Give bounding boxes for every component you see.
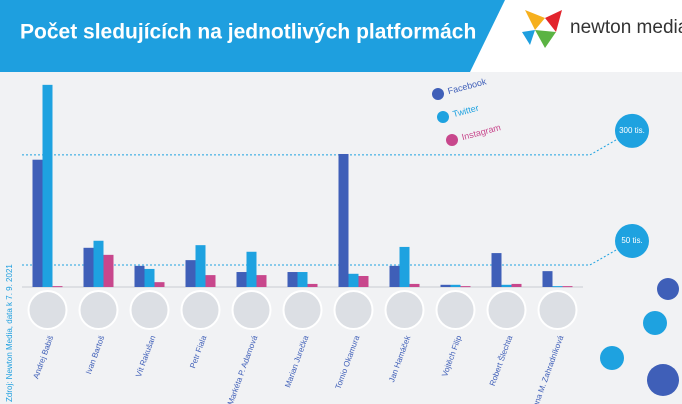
legend-icon <box>437 111 449 123</box>
bar <box>440 284 451 287</box>
bar <box>246 251 257 287</box>
bar <box>205 275 216 287</box>
bar <box>552 286 563 288</box>
legend-icon <box>432 88 444 100</box>
bar <box>42 84 53 287</box>
bar <box>236 272 247 287</box>
bar <box>348 273 359 287</box>
logo-shape <box>545 10 562 32</box>
chart-title: Počet sledujících na jednotlivých platfo… <box>20 21 476 44</box>
logo-shape <box>522 30 535 45</box>
bar <box>52 286 63 288</box>
bar <box>450 284 461 287</box>
photo <box>282 290 323 330</box>
bar <box>358 275 369 287</box>
logo-shape <box>535 30 556 48</box>
bar <box>399 246 410 287</box>
photo <box>537 290 578 330</box>
bar <box>338 153 349 287</box>
tick-bubble <box>615 113 649 148</box>
bar <box>256 275 267 287</box>
bar <box>195 245 206 287</box>
title-band <box>0 0 505 72</box>
bar <box>287 272 298 287</box>
bar <box>491 253 502 287</box>
source: Zdroj: Newton Media, data k 7. 9. 2021 <box>5 264 14 402</box>
bar <box>83 247 94 287</box>
icon <box>643 311 667 335</box>
photo <box>180 290 221 330</box>
bar <box>134 265 145 287</box>
photo <box>231 290 272 330</box>
photo <box>129 290 170 330</box>
logo-shape <box>525 10 545 30</box>
bar <box>409 283 420 287</box>
bar <box>460 286 471 288</box>
tick-bubble <box>615 223 649 258</box>
reference-line <box>22 248 619 266</box>
icon <box>647 364 679 396</box>
deco-icons <box>600 278 679 396</box>
bar <box>185 260 196 287</box>
legend-icon <box>446 134 458 146</box>
bar <box>32 159 43 287</box>
photo <box>384 290 425 330</box>
bar <box>511 283 522 287</box>
bar <box>297 272 308 287</box>
bar <box>389 265 400 287</box>
photo <box>486 290 527 330</box>
icon <box>657 278 679 300</box>
logo <box>522 10 562 48</box>
y-tick-label: 50 tis. <box>621 236 642 245</box>
brand: newton media <box>570 17 682 38</box>
photo <box>27 290 68 330</box>
photo <box>435 290 476 330</box>
bar <box>144 268 155 287</box>
reference-line <box>22 138 619 156</box>
bar <box>93 240 104 287</box>
y-tick-label: 300 tis. <box>619 126 645 135</box>
bar <box>501 284 512 287</box>
bar <box>562 286 573 288</box>
icon <box>600 346 624 370</box>
bar <box>307 283 318 287</box>
photo <box>78 290 119 330</box>
bar <box>103 254 114 287</box>
bar <box>154 282 165 287</box>
photo <box>333 290 374 330</box>
bar <box>542 271 553 287</box>
